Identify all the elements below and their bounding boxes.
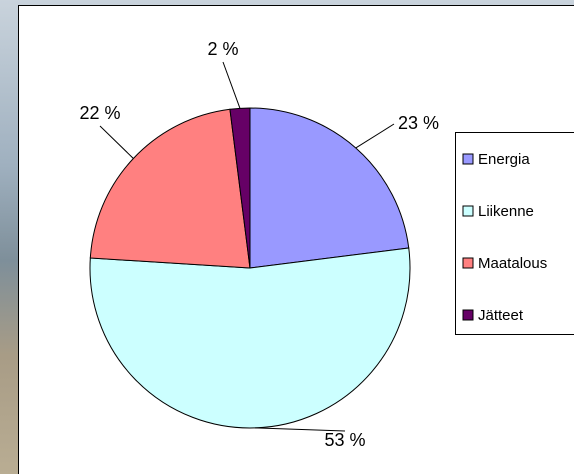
legend-swatch	[462, 309, 474, 321]
leader-line	[355, 123, 395, 149]
pie-slice	[89, 247, 411, 429]
legend-swatch	[462, 257, 474, 269]
legend-label: Jätteet	[478, 307, 524, 324]
legend: Energia Liikenne Maatalous Jätteet	[455, 132, 574, 335]
pie-slice	[89, 108, 251, 269]
legend-label: Energia	[478, 151, 530, 168]
pie-slice	[229, 107, 251, 269]
legend-box	[455, 132, 574, 335]
data-label: 23 %	[398, 113, 439, 133]
data-label: 53 %	[324, 430, 365, 450]
leader-line	[255, 427, 346, 432]
data-label: 2 %	[207, 39, 238, 59]
pie-slice	[249, 107, 410, 269]
legend-label: Liikenne	[478, 203, 534, 220]
leader-line	[222, 61, 241, 109]
data-label: 22 %	[79, 103, 120, 123]
legend-swatch	[462, 153, 474, 165]
leader-line	[99, 125, 134, 159]
legend-swatch	[462, 205, 474, 217]
legend-label: Maatalous	[478, 255, 547, 272]
